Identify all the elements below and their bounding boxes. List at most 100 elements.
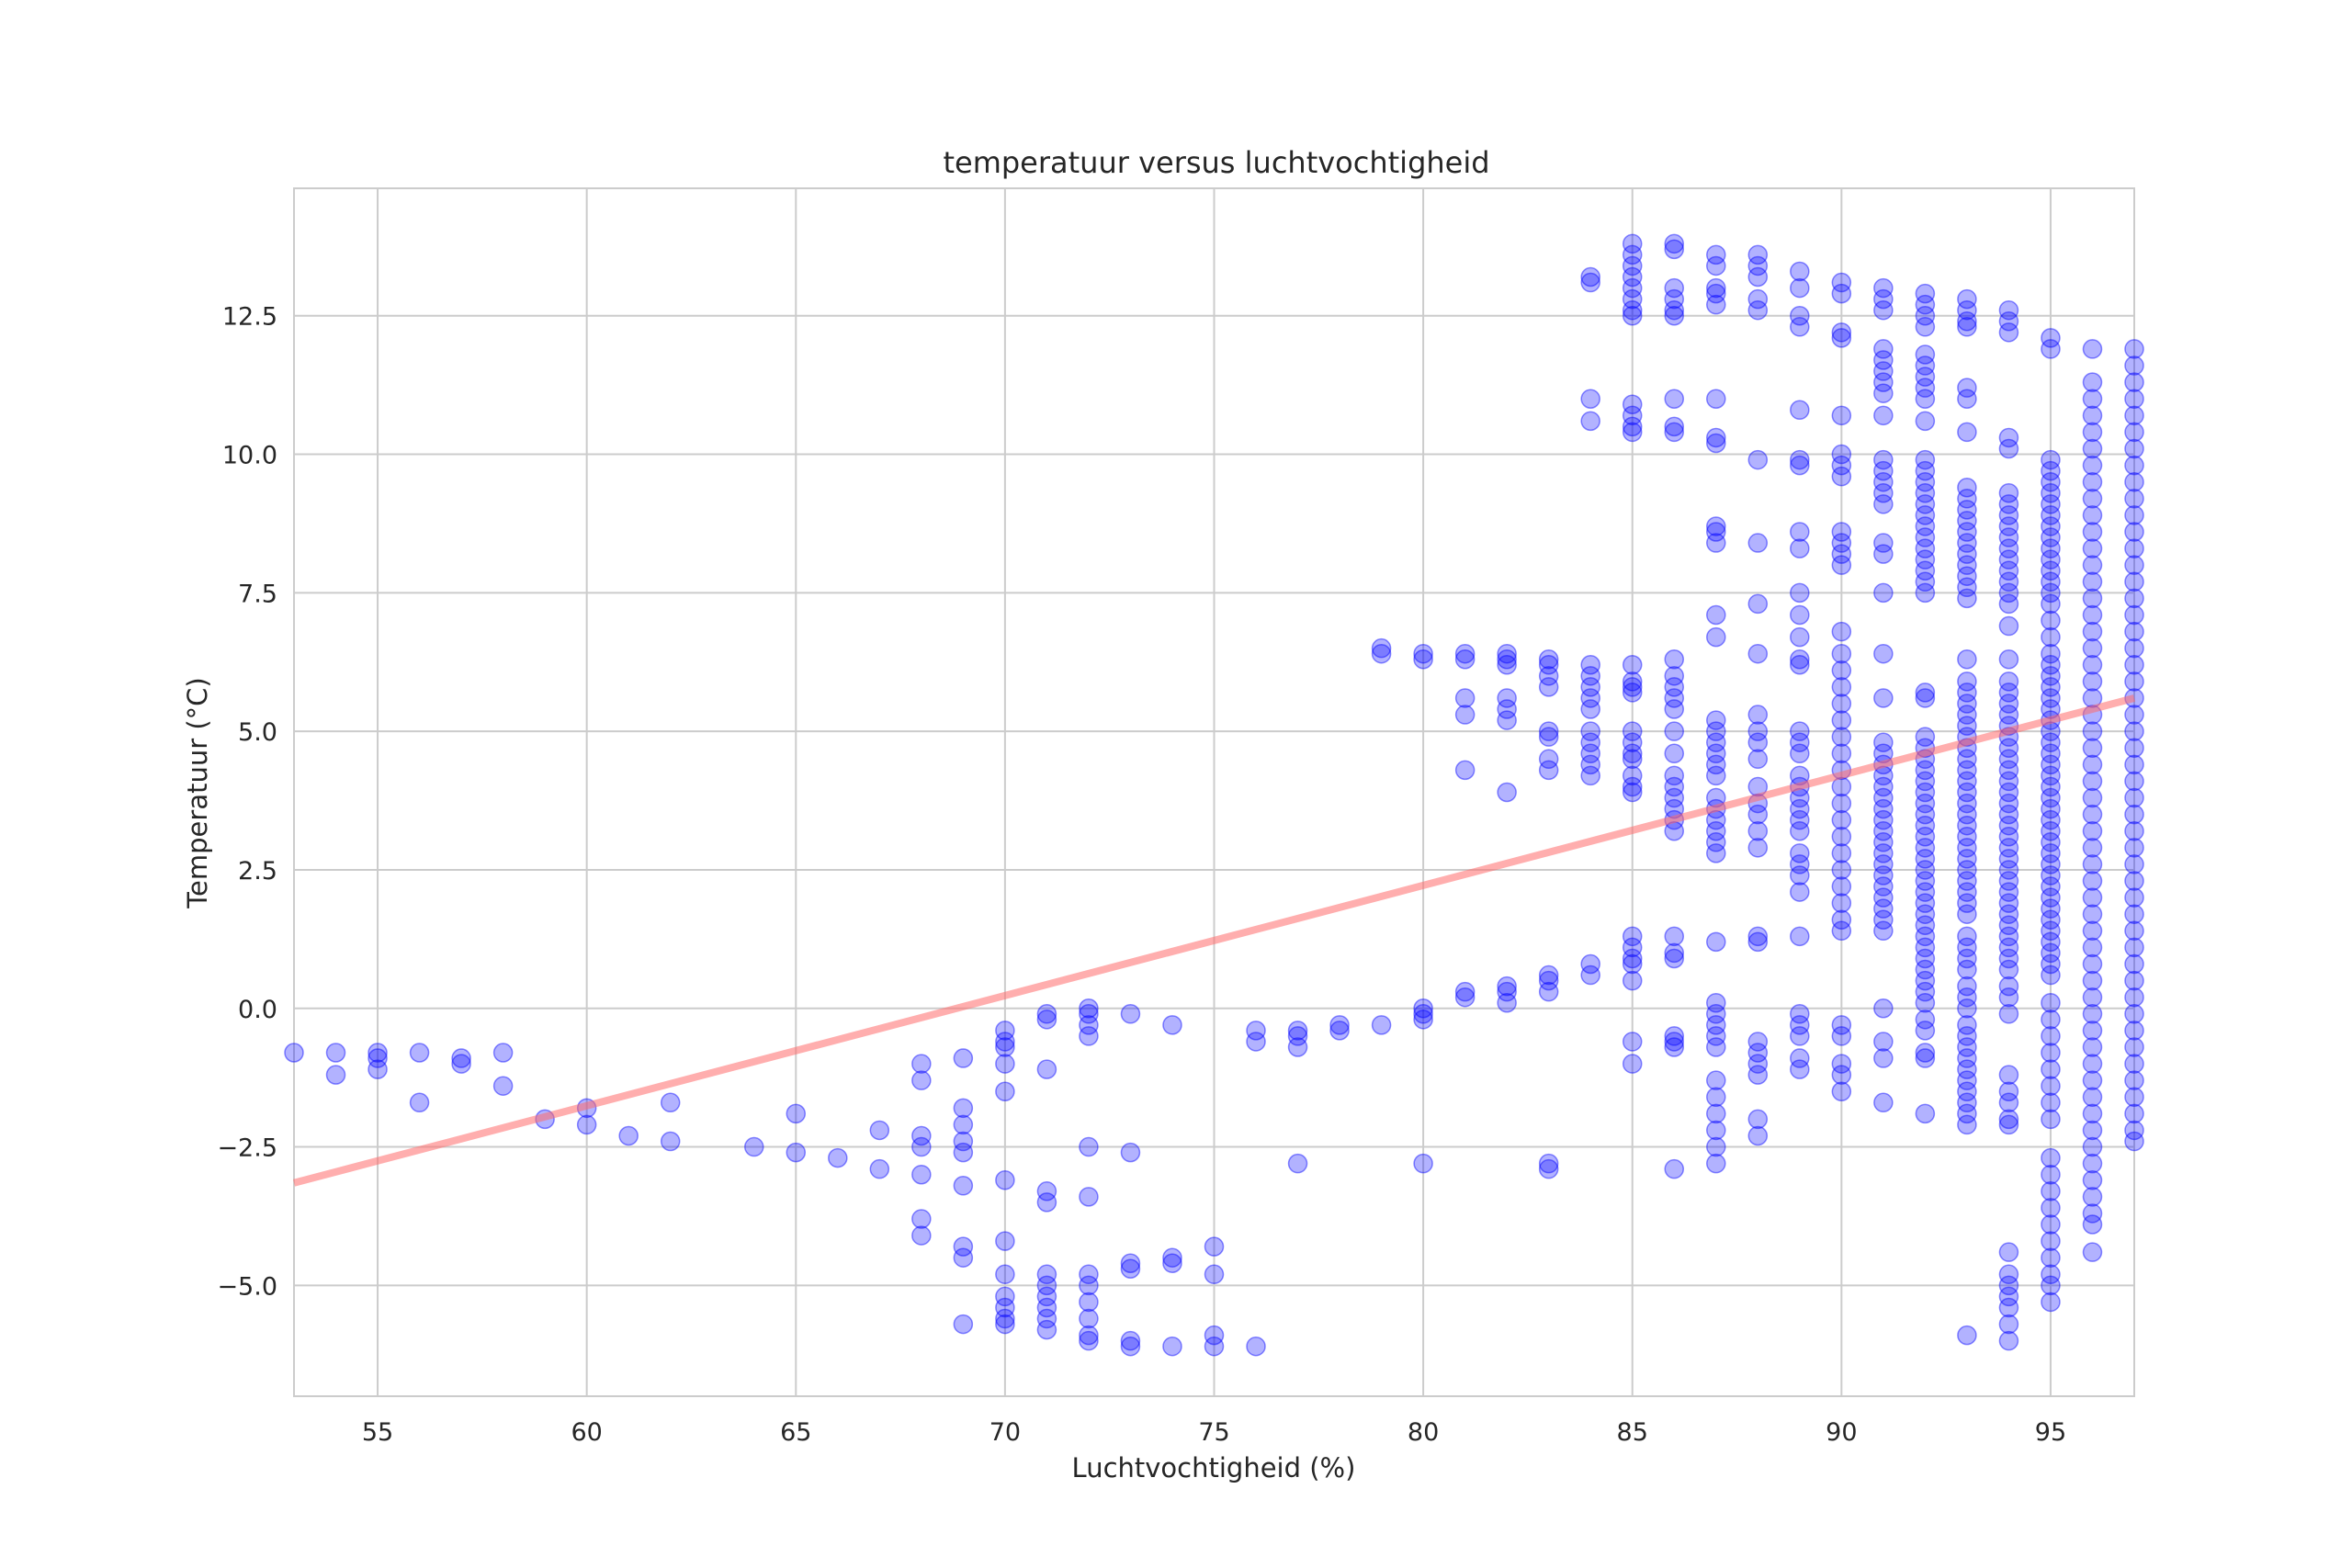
scatter-point	[1790, 865, 1810, 886]
scatter-point	[1036, 1264, 1057, 1285]
scatter-point	[2124, 937, 2144, 958]
scatter-point	[1622, 948, 1643, 969]
scatter-point	[1831, 1081, 1852, 1101]
scatter-point	[1079, 1325, 1099, 1346]
y-tick-label: −5.0	[217, 1272, 277, 1301]
scatter-point	[1873, 449, 1894, 470]
scatter-point	[1706, 1153, 1726, 1174]
scatter-point	[1957, 815, 1977, 836]
scatter-point	[1998, 593, 2019, 615]
scatter-point	[1873, 798, 1894, 819]
scatter-point	[1873, 876, 1894, 897]
scatter-point	[1915, 793, 1936, 814]
scatter-point	[1915, 1043, 1936, 1063]
scatter-point	[1580, 699, 1600, 719]
scatter-point	[1162, 1015, 1182, 1035]
scatter-points	[284, 233, 2144, 1357]
scatter-point	[1580, 655, 1600, 675]
scatter-point	[2041, 1275, 2061, 1296]
scatter-point	[1873, 361, 1894, 381]
scatter-point	[2124, 1087, 2144, 1108]
scatter-point	[1790, 843, 1810, 863]
scatter-point	[1622, 953, 1643, 975]
scatter-point	[2124, 1103, 2144, 1124]
scatter-point	[1957, 804, 1977, 825]
scatter-point	[1497, 699, 1517, 719]
scatter-point	[1998, 505, 2019, 525]
scatter-point	[1998, 494, 2019, 514]
scatter-point	[1831, 522, 1852, 542]
scatter-point	[1622, 255, 1643, 276]
scatter-point	[2124, 438, 2144, 459]
scatter-point	[2041, 1059, 2061, 1079]
scatter-point	[1622, 721, 1643, 741]
scatter-point	[1957, 937, 1977, 958]
scatter-point	[2041, 865, 2061, 886]
scatter-point	[1915, 871, 1936, 891]
scatter-point	[2041, 666, 2061, 686]
scatter-point	[1998, 1065, 2019, 1085]
scatter-point	[1873, 544, 1894, 564]
scatter-point	[2124, 754, 2144, 775]
scatter-point	[1413, 998, 1433, 1019]
scatter-point	[2124, 1037, 2144, 1057]
scatter-point	[1957, 489, 1977, 509]
scatter-point	[1246, 1021, 1266, 1041]
scatter-point	[1998, 804, 2019, 825]
scatter-point	[1454, 760, 1476, 781]
scatter-point	[2082, 1242, 2103, 1262]
scatter-point	[368, 1048, 388, 1068]
scatter-point	[1622, 677, 1643, 697]
scatter-point	[1998, 560, 2019, 581]
scatter-point	[1706, 516, 1726, 536]
scatter-point	[1664, 389, 1684, 409]
scatter-point	[2041, 743, 2061, 764]
scatter-point	[2041, 1231, 2061, 1251]
scatter-point	[1246, 1336, 1266, 1357]
scatter-point	[2041, 471, 2061, 492]
regression-line	[292, 694, 2136, 1187]
x-tick-labels: 55 60 65 70 75 80 85 90 95	[362, 1418, 2066, 1447]
scatter-point	[1957, 1026, 1977, 1046]
scatter-point	[2082, 953, 2103, 975]
scatter-point	[1957, 849, 1977, 869]
scatter-point	[1454, 688, 1476, 708]
scatter-point	[1790, 649, 1810, 670]
scatter-point	[1957, 694, 1977, 714]
scatter-point	[409, 1043, 430, 1063]
scatter-point	[2082, 1120, 2103, 1141]
scatter-point	[492, 1076, 514, 1096]
scatter-point	[1747, 838, 1769, 858]
scatter-point	[1747, 705, 1769, 725]
scatter-point	[1998, 893, 2019, 913]
scatter-point	[1957, 566, 1977, 586]
scatter-point	[1706, 533, 1726, 553]
scatter-point	[2124, 655, 2144, 675]
scatter-point	[2124, 804, 2144, 825]
scatter-point	[1706, 1015, 1726, 1035]
scatter-point	[869, 1120, 890, 1141]
scatter-point	[1957, 671, 1977, 692]
scatter-point	[1915, 926, 1936, 947]
scatter-point	[1873, 483, 1894, 503]
scatter-point	[2041, 920, 2061, 942]
scatter-point	[2124, 422, 2144, 443]
scatter-point	[2124, 771, 2144, 792]
scatter-point	[1747, 749, 1769, 770]
scatter-point	[1790, 721, 1810, 741]
scatter-point	[2082, 754, 2103, 775]
scatter-point	[368, 1059, 388, 1079]
scatter-point	[1957, 793, 1977, 814]
scatter-point	[1790, 854, 1810, 874]
scatter-point	[995, 1264, 1015, 1285]
scatter-point	[2082, 671, 2103, 692]
scatter-point	[2041, 992, 2061, 1013]
scatter-point	[1747, 244, 1769, 265]
scatter-point	[1706, 277, 1726, 299]
scatter-point	[1664, 926, 1684, 947]
scatter-point	[2124, 471, 2144, 492]
scatter-point	[2082, 1037, 2103, 1057]
scatter-point	[1036, 1308, 1057, 1329]
scatter-point	[1664, 239, 1684, 260]
scatter-point	[1957, 1037, 1977, 1057]
